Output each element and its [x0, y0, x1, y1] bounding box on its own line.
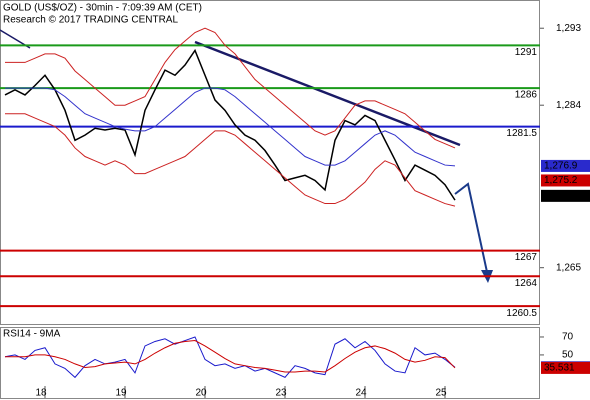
forecast-arrow: [454, 182, 488, 273]
x-tick-label: 20: [195, 388, 207, 399]
last-value-label: 1,276.9: [544, 161, 578, 172]
rsi-tick-label: 70: [562, 332, 574, 343]
y-tick-label: 1,284: [556, 100, 581, 111]
x-tick-label: 25: [435, 388, 447, 399]
series-line: [5, 87, 456, 167]
y-tick-label: 1,265: [556, 262, 581, 273]
series-line: [4, 336, 456, 379]
y-tick-label: 1,293: [556, 23, 581, 34]
x-tick-label: 19: [115, 388, 127, 399]
level-label: 1260.5: [506, 308, 537, 319]
last-value-box: [541, 159, 590, 172]
last-value-label: 1,273.4: [544, 190, 578, 201]
series-line: [5, 27, 456, 149]
series-line: [5, 340, 456, 373]
last-value-box: [541, 361, 590, 374]
chart-subtitle: Research © 2017 TRADING CENTRAL: [3, 15, 178, 26]
rsi-tick-label: 50: [562, 350, 574, 361]
last-value-label: 1,275.2: [544, 175, 578, 186]
last-value-box: [541, 174, 590, 187]
level-label: 1286: [515, 90, 538, 101]
x-tick-label: 23: [275, 388, 287, 399]
chart-title: GOLD (US$/OZ) - 30min - 7:09:39 AM (CET): [3, 3, 202, 14]
level-label: 1267: [515, 252, 538, 263]
price-panel: [0, 0, 540, 325]
last-value-box: [541, 189, 590, 202]
rsi-title: RSI14 - 9MA: [3, 329, 61, 340]
rsi-panel: [0, 327, 540, 399]
level-label: 1264: [515, 278, 538, 289]
trend-line: [194, 40, 461, 147]
level-label: 1281.5: [506, 128, 537, 139]
level-label: 1291: [515, 47, 538, 58]
series-line: [4, 48, 456, 201]
x-tick-label: 24: [355, 388, 367, 399]
last-value-label: 35.531: [544, 363, 575, 374]
series-line: [5, 113, 456, 207]
x-tick-label: 18: [35, 388, 47, 399]
